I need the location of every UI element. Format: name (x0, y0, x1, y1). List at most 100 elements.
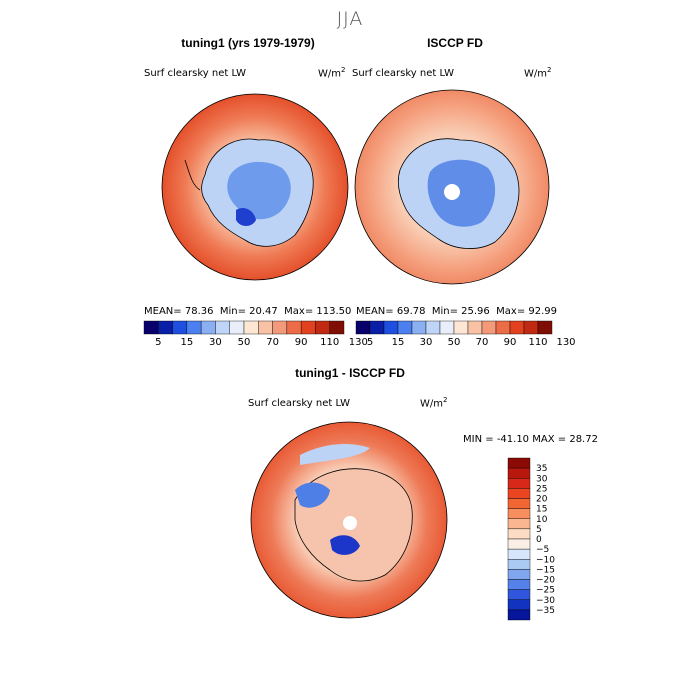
blue-patch-c (300, 444, 370, 465)
colorbar-1-swatch (243, 320, 259, 335)
panel2-field-label: Surf clearsky net LW (352, 68, 455, 79)
panel3-units: W/m2 (420, 396, 448, 410)
colorbar-2-swatch (509, 320, 525, 335)
panel3-stats: MIN = -41.10 MAX = 28.72 (463, 434, 598, 445)
colorbar-2-tick-label: 50 (448, 337, 461, 348)
colorbar-2-swatch (397, 320, 413, 335)
colorbar-3-swatch (507, 589, 531, 600)
season-title: JJA (336, 8, 364, 30)
colorbar-2-tick-label: 30 (420, 337, 433, 348)
colorbar-3-swatch (507, 478, 531, 489)
colorbar-1-tick-label: 90 (295, 337, 308, 348)
colorbar-2-swatch (523, 320, 539, 335)
colorbar-1-tick-label: 110 (320, 337, 339, 348)
colorbar-2-tick-label: 15 (392, 337, 405, 348)
ice-core-shape-2 (427, 159, 496, 227)
peninsula-line (184, 159, 201, 191)
colorbar-3-swatch (507, 528, 531, 540)
colorbar-2-tick-label: 5 (367, 337, 373, 348)
colorbar-2: 5 15 30 50 70 90 110 130 (355, 320, 576, 348)
colorbar-2-tick-label: 130 (556, 337, 575, 348)
colorbar-3-swatch (507, 609, 531, 621)
colorbar-1-tick-label: 15 (180, 337, 193, 348)
panel2-map (354, 89, 550, 285)
colorbar-3-tick-label: 30 (536, 474, 548, 484)
colorbar-3-swatch (507, 579, 531, 590)
colorbar-2-swatch (439, 320, 455, 335)
colorbar-3-tick-label: −20 (536, 576, 555, 586)
colorbar-3-tick-label: 0 (536, 535, 542, 545)
blue-patch-b (330, 535, 360, 555)
weddell-patch (236, 208, 256, 226)
colorbar-2-swatch (481, 320, 497, 335)
colorbar-2-swatch (495, 320, 511, 335)
colorbar-3-tick-label: 25 (536, 484, 547, 494)
panel3-title: tuning1 - ISCCP FD (295, 366, 405, 380)
colorbar-3-swatch (507, 599, 531, 611)
colorbar-3-tick-label: 20 (536, 495, 548, 505)
colorbar-3-swatch (507, 508, 531, 519)
colorbar-3-swatch (507, 457, 531, 469)
panel2-stats: MEAN= 69.78 Min= 25.96 Max= 92.99 (356, 306, 558, 317)
colorbar-3-swatch (507, 548, 531, 560)
colorbar-2-swatch (383, 320, 399, 335)
panel1-title: tuning1 (yrs 1979-1979) (181, 36, 315, 50)
colorbar-3-swatch (507, 538, 531, 550)
colorbar-2-swatch (537, 320, 553, 335)
colorbar-1-swatch (286, 320, 302, 335)
colorbar-1-tick-label: 130 (349, 337, 368, 348)
colorbar-3-tick-label: 35 (536, 464, 547, 474)
colorbar-3-tick-label: −35 (536, 606, 555, 616)
colorbar-3-tick-label: −10 (536, 555, 555, 565)
pole-hole-3 (343, 516, 357, 530)
colorbar-3-tick-label: 5 (536, 525, 542, 535)
blue-patch-a (295, 482, 330, 508)
colorbar-3-swatch (507, 488, 531, 499)
colorbar-2-swatch (425, 320, 441, 335)
colorbar-3-swatch (507, 467, 531, 479)
colorbar-1-tick-label: 5 (155, 337, 161, 348)
colorbar-1-swatch (215, 320, 230, 335)
panel2-units: W/m2 (524, 66, 552, 80)
colorbar-1-swatch (158, 320, 173, 335)
colorbar-3-swatch (507, 518, 531, 530)
panel1-stats: MEAN= 78.36 Min= 20.47 Max= 113.50 (144, 306, 352, 317)
colorbar-1-swatch (300, 320, 316, 335)
colorbar-1-tick-label: 70 (266, 337, 279, 348)
panel1-field-label: Surf clearsky net LW (144, 68, 247, 79)
colorbar-2-tick-label: 110 (528, 337, 547, 348)
colorbar-1-swatch (172, 320, 188, 335)
colorbar-1-swatch (272, 320, 288, 335)
colorbar-3-swatch (507, 498, 531, 509)
colorbar-3-tick-label: −15 (536, 565, 555, 575)
colorbar-3-tick-label: 15 (536, 505, 547, 515)
pole-hole-2 (444, 184, 460, 200)
panel1-units: W/m2 (318, 66, 346, 80)
colorbar-1-swatch (229, 320, 245, 335)
panel3-map (250, 421, 448, 619)
colorbar-3-tick-label: −25 (536, 586, 555, 596)
colorbar-1-swatch (258, 320, 273, 335)
ice-core-shape (227, 161, 291, 220)
colorbar-1-swatch (200, 320, 216, 335)
colorbar-1: 5 15 30 50 70 90 110 130 (143, 320, 368, 348)
colorbar-3-swatch (507, 569, 531, 580)
panel2-title: ISCCP FD (427, 36, 483, 50)
colorbar-1-tick-label: 30 (209, 337, 222, 348)
colorbar-2-swatch (355, 320, 371, 335)
panel1-map (161, 93, 349, 281)
colorbar-2-swatch (453, 320, 469, 335)
colorbar-3-tick-label: −5 (536, 545, 549, 555)
colorbar-2-tick-label: 90 (504, 337, 517, 348)
colorbar-1-swatch (186, 320, 202, 335)
colorbar-3-swatch (507, 559, 531, 570)
colorbar-1-swatch (315, 320, 330, 335)
colorbar-2-tick-label: 70 (476, 337, 489, 348)
colorbar-1-tick-label: 50 (238, 337, 251, 348)
colorbar-1-swatch (143, 320, 159, 335)
colorbar-2-swatch (369, 320, 385, 335)
colorbar-1-swatch (329, 320, 345, 335)
panel3-field-label: Surf clearsky net LW (248, 398, 351, 409)
